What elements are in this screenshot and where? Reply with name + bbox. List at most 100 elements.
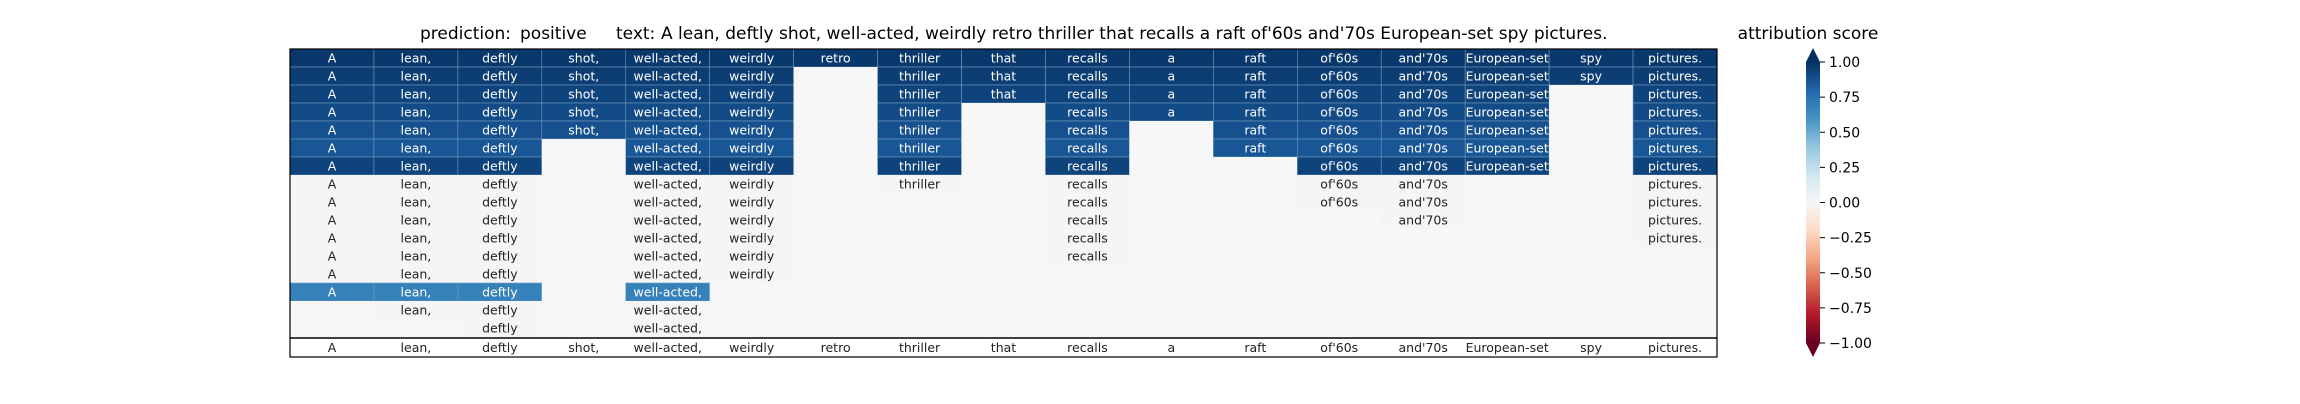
heatmap-cell	[1045, 211, 1130, 229]
heatmap-border	[289, 48, 1718, 358]
heatmap-cell	[1633, 283, 1717, 301]
cell-token-label: deftly	[482, 321, 518, 336]
cell-token-label: recalls	[1067, 249, 1108, 264]
heatmap-cell	[961, 319, 1046, 337]
token-label: of'60s	[1320, 340, 1358, 355]
heatmap-cell	[1129, 175, 1214, 193]
heatmap-cell	[1549, 247, 1634, 265]
cell-token-label: recalls	[1067, 231, 1108, 246]
cell-token-label: pictures.	[1648, 69, 1702, 84]
heatmap-cell	[541, 229, 626, 247]
cell-token-label: and'70s	[1399, 213, 1448, 228]
cell-token-label: thriller	[899, 87, 941, 102]
token-label: raft	[1244, 340, 1266, 355]
cell-token-label: weirdly	[729, 123, 775, 138]
cell-token-label: A	[328, 87, 337, 102]
heatmap-cell	[1045, 265, 1130, 283]
heatmap-cell	[1213, 157, 1298, 175]
heatmap-cell	[1549, 265, 1634, 283]
heatmap-cell	[1129, 283, 1214, 301]
cell-token-label: European-set	[1466, 159, 1549, 174]
cell-token-label: spy	[1580, 69, 1602, 84]
cell-token-label: lean,	[401, 123, 432, 138]
cell-token-label: deftly	[482, 195, 518, 210]
cell-token-label: lean,	[401, 69, 432, 84]
heatmap-cell	[961, 301, 1046, 319]
token-label: a	[1168, 340, 1176, 355]
heatmap-cell	[1297, 283, 1382, 301]
cell-token-label: well-acted,	[634, 249, 702, 264]
token-label: and'70s	[1399, 340, 1448, 355]
heatmap-cell	[1465, 175, 1550, 193]
cell-token-label: deftly	[482, 105, 518, 120]
cell-token-label: deftly	[482, 159, 518, 174]
cell-token-label: European-set	[1466, 69, 1549, 84]
token-label: deftly	[482, 340, 518, 355]
heatmap-cell	[541, 283, 626, 301]
heatmap-cell	[1129, 319, 1214, 337]
heatmap-cell	[1549, 301, 1634, 319]
colorbar-tick-label: 0.50	[1829, 125, 1860, 141]
heatmap-cell	[1213, 247, 1298, 265]
colorbar-title: attribution score	[1738, 24, 1879, 44]
heatmap-cell	[541, 301, 626, 319]
heatmap-cell	[373, 265, 458, 283]
cell-token-label: pictures.	[1648, 231, 1702, 246]
cell-token-label: A	[328, 231, 337, 246]
heatmap-cell	[793, 103, 878, 121]
heatmap-cell	[290, 229, 374, 247]
heatmap-cell	[1297, 301, 1382, 319]
heatmap-cell	[1045, 229, 1130, 247]
heatmap-cell	[709, 247, 794, 265]
cell-token-label: weirdly	[729, 267, 775, 282]
cell-token-label: raft	[1244, 51, 1266, 66]
heatmap-cell	[1213, 211, 1298, 229]
cell-token-label: and'70s	[1399, 159, 1448, 174]
heatmap-cell	[1213, 193, 1298, 211]
cell-token-label: deftly	[482, 213, 518, 228]
heatmap-cell	[457, 211, 542, 229]
cell-token-label: pictures.	[1648, 159, 1702, 174]
heatmap-cell	[961, 121, 1046, 139]
heatmap-cell	[877, 193, 962, 211]
cell-token-label: raft	[1244, 123, 1266, 138]
heatmap-cells	[289, 48, 1718, 337]
cell-token-label: and'70s	[1399, 105, 1448, 120]
cell-token-label: recalls	[1067, 159, 1108, 174]
heatmap-cell	[290, 301, 374, 319]
cell-token-label: well-acted,	[634, 267, 702, 282]
cell-token-label: weirdly	[729, 141, 775, 156]
heatmap-cell	[877, 283, 962, 301]
cell-token-label: and'70s	[1399, 51, 1448, 66]
heatmap-cell	[541, 193, 626, 211]
heatmap-cell	[541, 319, 626, 337]
heatmap-cell	[1297, 193, 1382, 211]
cell-token-label: A	[328, 51, 337, 66]
cell-token-label: shot,	[568, 105, 599, 120]
heatmap-cell	[625, 301, 710, 319]
cell-token-label: lean,	[401, 213, 432, 228]
heatmap-cell	[1213, 175, 1298, 193]
heatmap-cell	[1297, 175, 1382, 193]
heatmap-cell	[373, 175, 458, 193]
heatmap-cell	[1381, 211, 1466, 229]
heatmap-cell	[1129, 229, 1214, 247]
heatmap-cell	[709, 319, 794, 337]
heatmap-cell	[1297, 211, 1382, 229]
cell-token-label: European-set	[1466, 51, 1549, 66]
cell-token-label: recalls	[1067, 213, 1108, 228]
cell-token-label: of'60s	[1320, 69, 1358, 84]
heatmap-cell	[961, 229, 1046, 247]
heatmap-cell	[1129, 193, 1214, 211]
heatmap-cell	[877, 175, 962, 193]
cell-token-label: well-acted,	[634, 159, 702, 174]
cell-token-label: well-acted,	[634, 105, 702, 120]
heatmap-cell	[961, 175, 1046, 193]
cell-token-label: thriller	[899, 51, 941, 66]
cell-token-label: a	[1168, 69, 1176, 84]
cell-token-label: pictures.	[1648, 51, 1702, 66]
cell-token-label: pictures.	[1648, 123, 1702, 138]
cell-token-label: deftly	[482, 141, 518, 156]
text-label: text:	[616, 24, 655, 44]
heatmap-cell	[1549, 157, 1634, 175]
